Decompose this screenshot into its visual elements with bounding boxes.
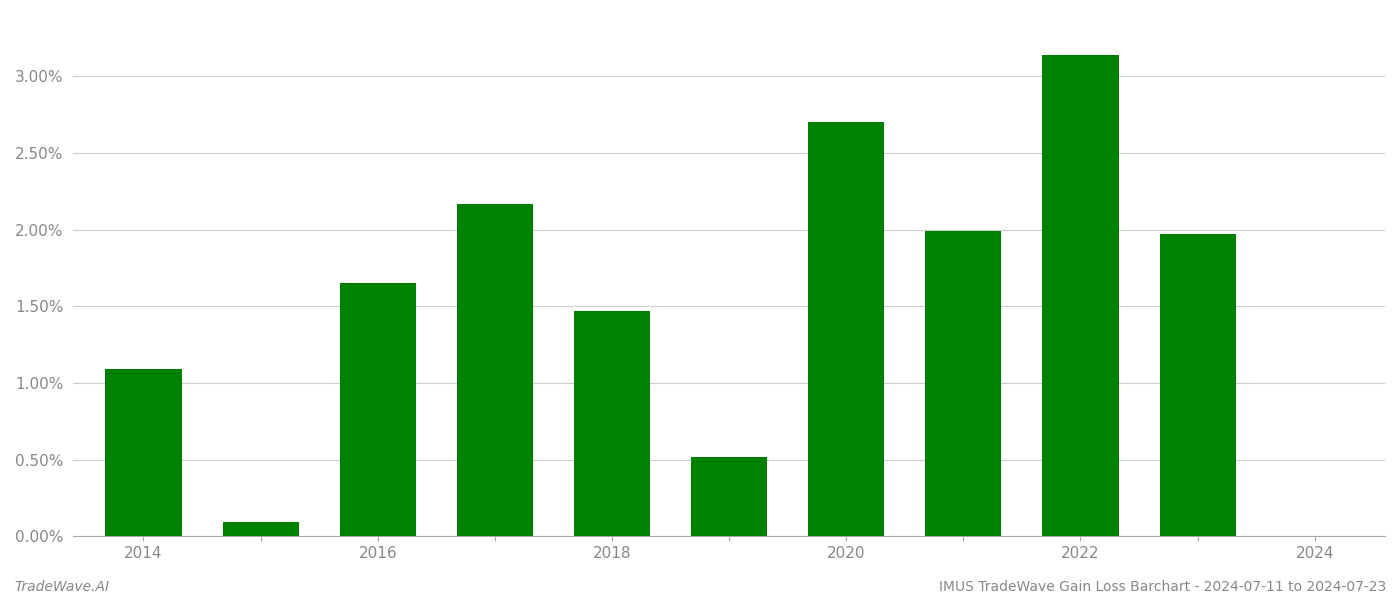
Text: TradeWave.AI: TradeWave.AI (14, 580, 109, 594)
Bar (925, 231, 1001, 536)
Bar (105, 369, 182, 536)
Bar (456, 203, 533, 536)
Bar (223, 523, 298, 536)
Bar (1159, 234, 1236, 536)
Text: IMUS TradeWave Gain Loss Barchart - 2024-07-11 to 2024-07-23: IMUS TradeWave Gain Loss Barchart - 2024… (939, 580, 1386, 594)
Bar (808, 122, 885, 536)
Bar (1043, 55, 1119, 536)
Bar (340, 283, 416, 536)
Bar (692, 457, 767, 536)
Bar (574, 311, 650, 536)
